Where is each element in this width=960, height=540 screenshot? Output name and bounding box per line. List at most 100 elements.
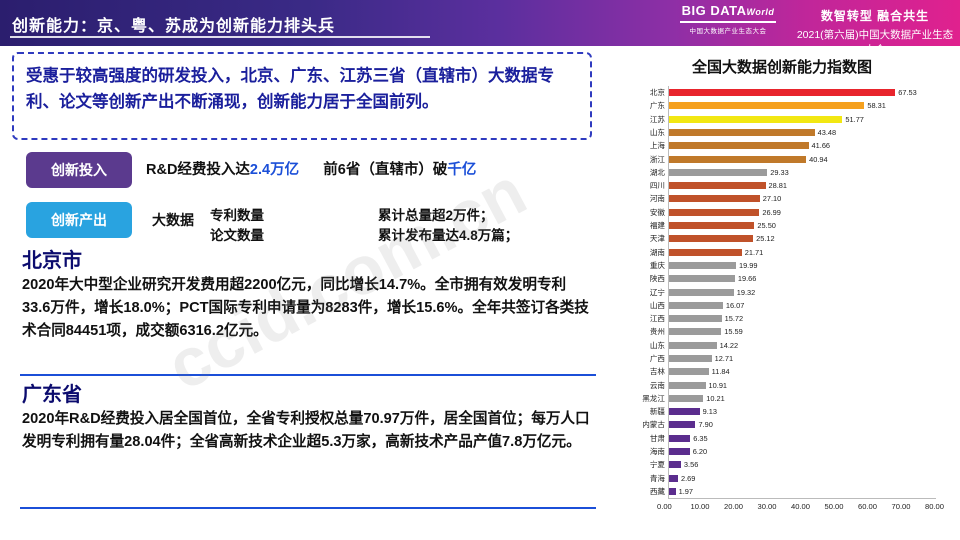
chart-bar-value: 2.69 bbox=[681, 473, 696, 483]
chart-bar bbox=[669, 155, 807, 163]
logo-subtitle: 中国大数据产业生态大会 bbox=[689, 28, 767, 35]
callout-box: 受惠于较高强度的研发投入，北京、广东、江苏三省（直辖市）大数据专利、论文等创新产… bbox=[12, 52, 592, 140]
chart-title: 全国大数据创新能力指数图 bbox=[691, 59, 872, 76]
chart-x-tick: 20.00 bbox=[724, 502, 744, 511]
chart-panel: 全国大数据创新能力指数图 北京 广东 江苏 山东 上海 浙江 湖北 四川 河南 安徽 福建 天津 湖南重… bbox=[612, 52, 952, 530]
chart-bar bbox=[669, 235, 754, 243]
chart-bar bbox=[669, 354, 712, 362]
chart-bar bbox=[669, 89, 896, 97]
chart-bar bbox=[669, 115, 843, 123]
chart-bar bbox=[669, 408, 700, 416]
pill-output: 创新产出 bbox=[26, 202, 132, 238]
investment-value1: 2.4万亿 bbox=[249, 162, 300, 178]
section-guangdong-title: 广东省 bbox=[22, 384, 82, 406]
chart-bar bbox=[669, 368, 709, 376]
output-bigdata-label: 大数据 bbox=[152, 212, 194, 228]
left-content: 受惠于较高强度的研发投入，北京、广东、江苏三省（直辖市）大数据专利、论文等创新产… bbox=[12, 52, 604, 532]
chart-bar bbox=[669, 275, 735, 283]
divider-top bbox=[20, 374, 596, 376]
chart-bar-value: 19.32 bbox=[736, 287, 756, 297]
chart-bar-value: 28.81 bbox=[768, 181, 788, 191]
chart-bar bbox=[669, 447, 690, 455]
output-item1: 专利数量 bbox=[210, 208, 264, 223]
chart-x-tick: 0.00 bbox=[657, 502, 672, 511]
chart-category-label: 福建 bbox=[649, 221, 665, 231]
section-beijing: 北京市 2020年大中型企业研究开发费用超2200亿元，同比增长14.7%。全市… bbox=[22, 248, 594, 343]
chart-bar-value: 15.59 bbox=[724, 327, 743, 337]
chart-category-label: 吉林 bbox=[649, 367, 665, 377]
chart-bar bbox=[669, 328, 722, 336]
chart-bar-value: 16.07 bbox=[725, 300, 745, 310]
chart-bar-value: 3.56 bbox=[683, 460, 699, 470]
chart-bar bbox=[669, 474, 678, 482]
section-guangdong-body: 2020年R&D经费投入居全国首位，全省专利授权总量70.97万件，居全国首位；… bbox=[22, 411, 590, 450]
divider-bottom bbox=[20, 507, 596, 509]
chart-category-label: 内蒙古 bbox=[642, 420, 665, 430]
chart-category-label: 山东 bbox=[649, 340, 665, 350]
chart-category-label: 湖北 bbox=[649, 167, 665, 177]
chart-bar-value: 29.33 bbox=[770, 167, 789, 177]
output-result1: 累计总量超2万件； bbox=[378, 208, 494, 223]
chart-bar-value: 6.35 bbox=[693, 433, 708, 443]
chart-bar bbox=[669, 248, 742, 256]
chart-bar-value: 12.71 bbox=[714, 353, 734, 363]
chart-x-tick: 50.00 bbox=[824, 502, 844, 511]
chart-bar-value: 7.90 bbox=[698, 420, 713, 430]
chart-x-tick: 30.00 bbox=[757, 502, 777, 511]
chart-bar bbox=[669, 301, 723, 309]
logo-divider bbox=[680, 21, 776, 23]
chart-bar bbox=[669, 341, 717, 349]
investment-pre: R&D经费投入达 bbox=[146, 162, 250, 178]
chart-category-label: 天津 bbox=[649, 234, 665, 244]
conference-name: 2021(第六届)中国大数据产业生态大会 bbox=[796, 29, 954, 56]
investment-mid: 前6省（直辖市）破 bbox=[323, 162, 448, 178]
output-result2: 累计发布量达4.8万篇； bbox=[378, 228, 519, 243]
chart-bar bbox=[669, 394, 704, 402]
chart-x-tick: 70.00 bbox=[891, 502, 911, 511]
chart-category-label: 安徽 bbox=[649, 207, 665, 217]
chart-bar bbox=[669, 195, 760, 203]
chart-x-tick: 80.00 bbox=[925, 502, 945, 511]
chart-category-label: 广西 bbox=[649, 353, 665, 363]
chart-category-label: 新疆 bbox=[649, 407, 665, 417]
section-beijing-body: 2020年大中型企业研究开发费用超2200亿元，同比增长14.7%。全市拥有效发… bbox=[22, 277, 589, 339]
chart-x-tick: 10.00 bbox=[690, 502, 710, 511]
logo-main-text: BIG DATAWorld bbox=[672, 4, 784, 19]
output-item2: 论文数量 bbox=[210, 228, 264, 243]
chart-bar-value: 58.31 bbox=[867, 101, 886, 111]
chart-bar-value: 25.50 bbox=[757, 221, 776, 231]
chart-x-tick-labels: 0.00 10.00 20.00 30.00 40.00 50.00 60.00 70.00 8… bbox=[616, 502, 948, 516]
chart-bar bbox=[669, 102, 865, 110]
chart-category-label: 黑龙江 bbox=[642, 393, 665, 403]
chart-bar bbox=[669, 434, 691, 442]
chart-bar-value: 14.22 bbox=[719, 340, 739, 350]
chart-category-label: 四川 bbox=[649, 181, 665, 191]
chart-bar-value: 67.53 bbox=[898, 88, 917, 98]
chart-bar-value: 10.21 bbox=[706, 393, 725, 403]
page-header: 创新能力：京、粤、苏成为创新能力排头兵 BIG DATAWorld 中国大数据产… bbox=[0, 0, 960, 56]
logo-world-text: World bbox=[746, 7, 775, 17]
pill-output-label: 创新产出 bbox=[51, 212, 107, 228]
chart-category-label: 陕西 bbox=[649, 274, 665, 284]
chart-bar bbox=[669, 222, 755, 230]
section-guangdong: 广东省 2020年R&D经费投入居全国首位，全省专利授权总量70.97万件，居全… bbox=[22, 382, 594, 454]
chart-category-label: 山东 bbox=[649, 128, 665, 138]
callout-text: 受惠于较高强度的研发投入，北京、广东、江苏三省（直辖市）大数据专利、论文等创新产… bbox=[26, 67, 554, 111]
chart-bar-value: 19.66 bbox=[737, 274, 757, 284]
chart-x-tick: 40.00 bbox=[791, 502, 811, 511]
chart-category-label: 贵州 bbox=[649, 327, 665, 337]
chart-category-label: 浙江 bbox=[649, 154, 665, 164]
logo-bigdata-text: BIG DATA bbox=[681, 3, 747, 18]
chart-category-label: 江苏 bbox=[649, 114, 665, 124]
chart-category-label: 江西 bbox=[649, 314, 665, 324]
chart-bar bbox=[669, 381, 706, 389]
chart-category-label: 辽宁 bbox=[649, 287, 665, 297]
chart-bar-value: 26.99 bbox=[762, 207, 781, 217]
chart-bar bbox=[669, 261, 736, 269]
chart-bar bbox=[669, 182, 766, 190]
chart-x-axis bbox=[668, 498, 936, 499]
chart-bar-value: 25.12 bbox=[756, 234, 775, 244]
chart-bar-value: 19.99 bbox=[738, 260, 758, 270]
chart-category-label: 西藏 bbox=[649, 486, 665, 496]
pill-investment: 创新投入 bbox=[26, 152, 132, 188]
